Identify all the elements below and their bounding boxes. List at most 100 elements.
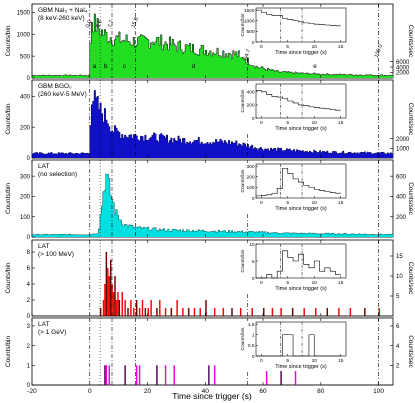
inset-y-tick-label: 0.5	[248, 343, 255, 349]
inset-y-label: Counts/bin	[240, 89, 246, 112]
y-tick-label: 100	[20, 215, 31, 221]
count-bar	[193, 308, 196, 316]
inset-x-tick-label: 0	[260, 200, 263, 206]
count-bar	[231, 308, 233, 316]
y2-tick-label: 6000	[396, 60, 410, 66]
y-axis-label-left: Counts/bin	[5, 336, 12, 367]
y-axis-label-right: Counts/sec	[407, 262, 414, 295]
y-tick-label: 2	[27, 298, 31, 304]
panel-data	[32, 365, 393, 386]
count-bar	[170, 308, 173, 316]
count-bar	[280, 365, 282, 385]
y2-tick-label: 2000	[396, 137, 410, 143]
inset-plot: 0 100 200 300 0 5 10 15 Time since trigger (s) Co…	[240, 163, 352, 213]
count-bar	[378, 308, 381, 316]
count-bar	[291, 308, 294, 316]
y-axis-label-left: Counts/bin	[5, 103, 12, 134]
inset-background	[240, 7, 352, 57]
y-tick-label: 4	[27, 282, 31, 288]
histogram-outline	[32, 90, 393, 155]
inset-x-tick-label: 15	[338, 358, 344, 364]
x-tick-label: -20	[27, 388, 37, 395]
count-bar	[156, 365, 158, 385]
inset-background	[240, 321, 352, 371]
inset-y-tick-label: 1000	[244, 19, 255, 25]
inset-x-tick-label: 10	[312, 280, 318, 286]
inset-x-tick-label: 0	[260, 280, 263, 286]
inset-histogram	[256, 334, 341, 357]
histogram-fill	[32, 90, 393, 158]
inset-y-label: Counts/bin	[240, 327, 246, 350]
count-bar	[102, 300, 105, 316]
count-bar	[112, 292, 115, 316]
inset-plot: 0 5 10 0 5 10 15 Time since trigger (s) Counts/b…	[240, 242, 352, 293]
y-tick-label: 200	[20, 125, 31, 131]
inset-x-label: Time since trigger (s)	[275, 126, 327, 132]
count-bar	[135, 300, 138, 316]
count-bar	[271, 308, 274, 316]
inset-x-tick-label: 5	[286, 200, 289, 206]
y-tick-label: 3	[27, 324, 31, 330]
x-axis-label: Time since trigger (s)	[172, 391, 252, 401]
inset-histogram	[256, 167, 341, 197]
count-bar	[130, 300, 132, 316]
inset-y-tick-label: 400	[246, 90, 254, 96]
x-tick-label: 40	[202, 388, 210, 395]
count-bar	[303, 308, 305, 316]
inset-y-tick-label: 100	[246, 185, 254, 191]
inset-y-tick-label: 0	[252, 116, 255, 122]
y-axis-label-right: Counts/sec	[407, 335, 414, 368]
inset-plot: 0 0.5 1 1.5 0 5 10 15 Time since trigger (s) Coun…	[240, 321, 352, 371]
count-bar	[135, 365, 138, 385]
inset-y-tick-label: 0	[252, 276, 255, 282]
inset-frame	[255, 83, 347, 119]
count-bar	[205, 300, 207, 316]
count-bar	[164, 365, 167, 385]
count-bar	[199, 308, 201, 316]
y2-tick-label: 200	[396, 215, 407, 221]
inset-x-tick-label: 5	[286, 44, 289, 50]
inset-y-tick-label: 500	[246, 29, 254, 35]
interval-label: e	[313, 63, 317, 70]
count-bar	[239, 308, 242, 316]
inset-y-label: Counts/bin	[240, 169, 246, 192]
inset-y-label: Counts/bin	[240, 249, 246, 272]
inset-y-tick-label: 0	[252, 196, 255, 202]
inset-y-tick-label: 300	[246, 164, 254, 170]
count-bar	[263, 308, 265, 316]
count-bar	[208, 365, 210, 385]
y-tick-label: 8	[27, 250, 31, 256]
marker-label: 54.7	[243, 49, 252, 61]
y2-tick-label: 10	[396, 274, 403, 280]
histogram-outline	[32, 173, 393, 236]
count-bar	[117, 292, 119, 316]
count-bar	[127, 308, 129, 316]
inset-x-label: Time since trigger (s)	[275, 206, 327, 212]
interval-label: c	[123, 63, 127, 70]
histogram-fill	[32, 13, 393, 79]
count-bar	[104, 365, 106, 385]
panel-title: (260 keV-5 MeV)	[38, 91, 87, 98]
y-axis-label-left: Counts/bin	[5, 183, 12, 214]
y-tick-label: 0	[27, 383, 31, 389]
count-bar	[105, 252, 108, 316]
count-bar	[187, 308, 190, 316]
count-bar	[159, 300, 161, 316]
count-bar	[115, 300, 118, 316]
inset-background	[240, 83, 352, 133]
count-bar	[107, 268, 109, 316]
count-bar	[222, 308, 225, 316]
count-bar	[280, 308, 282, 316]
count-bar	[213, 365, 216, 385]
y2-tick-label: 600	[396, 174, 407, 180]
panel-title: GBM BGO₀	[38, 83, 72, 90]
panel-data	[32, 90, 393, 158]
count-bar	[294, 365, 297, 385]
count-bar	[150, 300, 152, 316]
count-bar	[213, 308, 216, 316]
y-tick-label: 300	[20, 174, 31, 180]
count-bar	[182, 308, 184, 316]
